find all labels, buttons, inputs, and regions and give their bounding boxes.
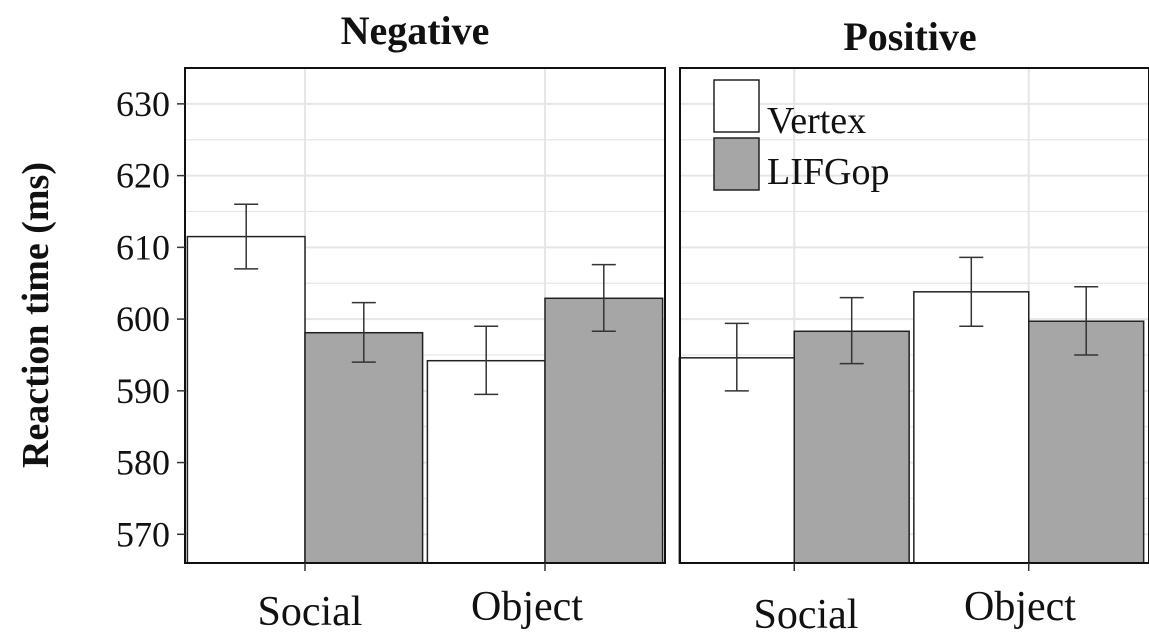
bar-lifgop-social [304, 331, 424, 564]
panel-negative: Negative Social Object [177, 8, 666, 633]
panel-negative-frame [184, 67, 666, 564]
panel-positive-ticks [793, 563, 1030, 571]
bar-lifgop-object [1028, 320, 1145, 564]
legend-swatch-vertex [713, 79, 760, 133]
panel-positive-bars [678, 291, 1145, 564]
category-label-object: Object [964, 584, 1076, 630]
y-tick-label: 610 [116, 227, 170, 267]
y-tick-label: 600 [116, 299, 170, 339]
panel-negative-bars [186, 235, 664, 564]
y-tick-label: 570 [116, 514, 170, 554]
y-tick-label: 630 [116, 84, 170, 124]
y-axis-title: Reaction time (ms) [15, 162, 57, 468]
panel-positive-frame [679, 67, 1149, 564]
bar-lifgop-object [544, 297, 664, 564]
panel-title-negative: Negative [341, 8, 490, 53]
category-label-social: Social [754, 592, 859, 633]
y-tick-label: 620 [116, 156, 170, 196]
panel-positive-error-bars [724, 256, 1099, 392]
legend: Vertex LIFGop [713, 79, 889, 193]
y-tick-label: 580 [116, 443, 170, 483]
legend-label-vertex: Vertex [767, 100, 866, 142]
bar-vertex-object [913, 291, 1030, 564]
category-label-social: Social [258, 589, 363, 633]
y-tick-label: 590 [116, 371, 170, 411]
bar-vertex-social [186, 235, 306, 564]
y-tick-labels: 570 580 590 600 610 620 630 [116, 84, 170, 554]
panel-positive: Positive Social Object [678, 14, 1149, 633]
bar-lifgop-social [793, 330, 910, 564]
panel-negative-error-bars [234, 203, 616, 396]
legend-swatch-lifgop [713, 137, 760, 191]
panel-title-positive: Positive [843, 14, 976, 59]
category-label-object: Object [471, 584, 583, 630]
panel-negative-ticks [177, 103, 546, 571]
legend-label-lifgop: LIFGop [767, 151, 889, 193]
bar-vertex-social [678, 357, 795, 564]
